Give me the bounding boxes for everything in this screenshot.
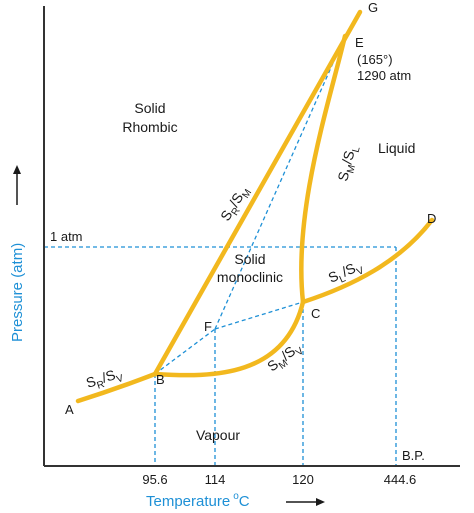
curve-ce	[299, 33, 348, 305]
bf-extension	[154, 328, 216, 375]
region-solid-rhombic-line2: Rhombic	[122, 119, 177, 135]
axes	[43, 6, 460, 467]
point-f-label: F	[204, 319, 212, 334]
x-tick-labels: 95.6 114 120 444.6	[142, 472, 416, 487]
x-axis-title: Temperature oC	[146, 491, 250, 510]
one-atm-label: 1 atm	[50, 229, 83, 244]
x-tick-114: 114	[205, 472, 226, 487]
point-e-pressure: 1290 atm	[357, 68, 411, 83]
region-solid-monoclinic-line2: monoclinic	[217, 269, 283, 285]
region-vapour: Vapour	[196, 427, 240, 443]
phase-curves	[75, 9, 435, 404]
bp-label: B.P.	[402, 448, 425, 463]
point-a-label: A	[65, 402, 74, 417]
point-d-label: D	[427, 211, 436, 226]
point-g-label: G	[368, 0, 378, 15]
point-labels: A B C D E F G	[65, 0, 436, 417]
y-axis-title: Pressure (atm)	[9, 243, 26, 342]
guide-lines	[44, 35, 397, 466]
region-labels: Solid Rhombic Solid monoclinic Liquid Va…	[122, 100, 415, 443]
point-b-label: B	[156, 372, 165, 387]
curve-label-sm-sl: SM/SL	[334, 143, 362, 184]
x-tick-95-6: 95.6	[142, 472, 167, 487]
curve-bg	[152, 9, 363, 377]
fc-line	[214, 301, 304, 330]
x-axis-arrow-icon	[286, 498, 325, 506]
region-solid-rhombic-line1: Solid	[134, 100, 165, 116]
curve-label-sr-sm: SR/SM	[217, 183, 254, 226]
x-tick-120: 120	[292, 472, 314, 487]
curve-label-sm-sv: SM/SV	[264, 338, 306, 377]
curve-bc	[152, 299, 306, 378]
point-e-label: E	[355, 35, 364, 50]
curve-cd	[300, 217, 435, 305]
point-c-label: C	[311, 306, 320, 321]
y-axis-arrow-icon	[13, 165, 21, 205]
fe-extension	[214, 35, 346, 330]
point-e-temperature: (165°)	[357, 52, 393, 67]
region-liquid: Liquid	[378, 140, 415, 156]
x-tick-444-6: 444.6	[384, 472, 417, 487]
curve-ab	[75, 371, 158, 404]
region-solid-monoclinic-line1: Solid	[234, 251, 265, 267]
